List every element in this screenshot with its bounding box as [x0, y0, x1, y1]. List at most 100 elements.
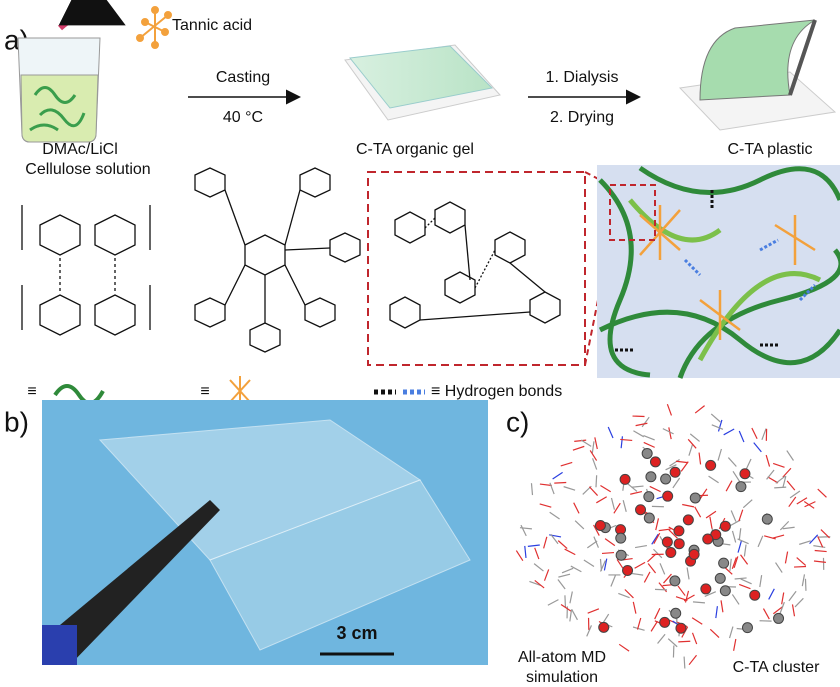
bond	[689, 433, 700, 442]
bond	[767, 476, 779, 484]
bond	[564, 548, 576, 556]
bond	[574, 439, 587, 442]
caption: C-TA organic gel	[356, 141, 474, 158]
bond	[649, 485, 661, 493]
network	[597, 165, 840, 379]
bond	[731, 557, 737, 569]
bond	[560, 461, 573, 467]
bond	[620, 436, 624, 449]
bond	[729, 558, 732, 571]
tannic-icon	[136, 6, 172, 49]
bond	[733, 638, 737, 651]
atom	[719, 585, 731, 597]
bond	[632, 626, 645, 631]
atom	[670, 607, 682, 619]
bond	[683, 656, 686, 669]
bond	[731, 530, 737, 543]
atom	[660, 473, 672, 485]
bond	[788, 590, 797, 602]
bond	[641, 416, 650, 428]
bond	[781, 592, 785, 605]
bond	[668, 529, 678, 539]
panel-label: c)	[506, 406, 529, 437]
bond	[688, 444, 694, 456]
bond	[782, 467, 792, 478]
bond	[782, 475, 787, 488]
bond	[607, 426, 614, 439]
atom	[688, 548, 700, 560]
atom	[735, 481, 747, 493]
bond	[759, 575, 763, 588]
bond	[751, 427, 758, 440]
bond	[610, 497, 616, 510]
bond	[694, 405, 705, 414]
bond	[743, 544, 747, 557]
bond	[782, 526, 795, 530]
bond	[589, 450, 598, 461]
bond	[688, 654, 697, 666]
bond	[557, 540, 568, 550]
bond	[634, 544, 647, 549]
bond	[653, 532, 661, 544]
molecule	[515, 403, 831, 669]
bond	[586, 625, 592, 637]
bond	[622, 500, 627, 512]
bond	[710, 413, 721, 423]
bond	[658, 582, 668, 593]
bond	[583, 559, 595, 567]
bond	[530, 483, 534, 496]
atom	[635, 504, 647, 516]
bond	[761, 428, 767, 441]
bond	[631, 485, 644, 488]
atom	[643, 491, 655, 503]
bond	[762, 608, 770, 620]
bond	[534, 547, 540, 560]
bond	[705, 510, 717, 519]
bond	[799, 540, 811, 545]
bond	[740, 578, 752, 585]
bond	[650, 620, 659, 632]
bond	[627, 483, 638, 492]
bond	[786, 480, 796, 491]
bond	[727, 457, 737, 467]
bond	[704, 591, 717, 598]
atom	[682, 514, 694, 526]
bond	[738, 528, 742, 541]
bond	[715, 606, 718, 619]
bond	[779, 520, 790, 531]
bond	[591, 458, 598, 470]
bond	[817, 536, 824, 548]
complex-structure	[389, 201, 561, 329]
bond	[554, 481, 567, 484]
bond	[687, 438, 697, 449]
beaker	[17, 0, 126, 143]
atom	[702, 533, 714, 545]
bond	[539, 483, 552, 487]
bond	[677, 585, 686, 596]
bond	[775, 562, 783, 573]
bond	[593, 536, 599, 548]
bond	[570, 565, 582, 573]
bond	[813, 560, 826, 563]
bond	[694, 506, 702, 518]
bond	[658, 528, 671, 532]
atom	[669, 466, 681, 478]
bond	[659, 563, 666, 575]
atom	[649, 456, 661, 468]
bond	[672, 477, 681, 489]
bond	[728, 626, 734, 639]
bond	[573, 502, 580, 514]
atom	[622, 564, 634, 576]
bond	[603, 558, 608, 571]
legend-label: ≡ Hydrogen bonds	[431, 383, 562, 400]
bond	[768, 588, 775, 600]
bond	[739, 583, 751, 590]
tannic-structure	[194, 167, 361, 353]
bond	[691, 617, 703, 625]
bond	[599, 560, 606, 572]
bond	[753, 442, 762, 453]
bond	[593, 524, 600, 536]
bond	[543, 536, 548, 549]
bond	[733, 556, 739, 569]
